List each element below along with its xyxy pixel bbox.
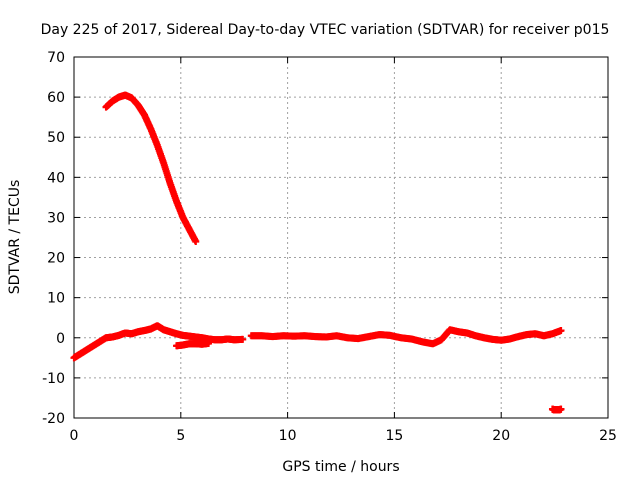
y-tick-label: -20 xyxy=(42,411,65,427)
data-point-marker xyxy=(192,238,200,246)
series-near-zero-lower-branch xyxy=(173,339,213,350)
series-near-zero-early xyxy=(70,322,247,362)
x-axis-label: GPS time / hours xyxy=(282,459,399,475)
y-tick-label: 40 xyxy=(47,170,65,186)
data-points xyxy=(70,91,565,414)
axis-ticks: 0 5 10 15 20 25 -20 -10 0 10 20 30 40 50 60 70 xyxy=(42,50,617,444)
x-tick-label: 10 xyxy=(279,428,297,444)
data-point-marker xyxy=(557,327,565,335)
x-tick-label: 5 xyxy=(176,428,185,444)
x-tick-label: 15 xyxy=(385,428,403,444)
plot-frame xyxy=(73,56,609,419)
y-tick-label: 70 xyxy=(47,50,65,66)
y-tick-label: 60 xyxy=(47,90,65,106)
data-point-marker xyxy=(557,405,565,413)
y-tick-label: -10 xyxy=(42,371,65,387)
y-tick-label: 50 xyxy=(47,130,65,146)
y-axis-label: SDTVAR / TECUs xyxy=(7,180,23,295)
series-outlier-low xyxy=(548,405,565,414)
y-tick-label: 0 xyxy=(56,331,65,347)
series-near-zero-late xyxy=(247,326,565,348)
x-tick-label: 25 xyxy=(599,428,617,444)
y-tick-label: 20 xyxy=(47,251,65,267)
data-point-marker xyxy=(239,335,247,343)
chart-title: Day 225 of 2017, Sidereal Day-to-day VTE… xyxy=(41,22,610,38)
x-tick-label: 0 xyxy=(70,428,79,444)
series-high-arc xyxy=(102,91,200,246)
data-point-marker xyxy=(205,339,213,347)
y-tick-label: 30 xyxy=(47,210,65,226)
y-tick-label: 10 xyxy=(47,291,65,307)
x-tick-label: 20 xyxy=(492,428,510,444)
